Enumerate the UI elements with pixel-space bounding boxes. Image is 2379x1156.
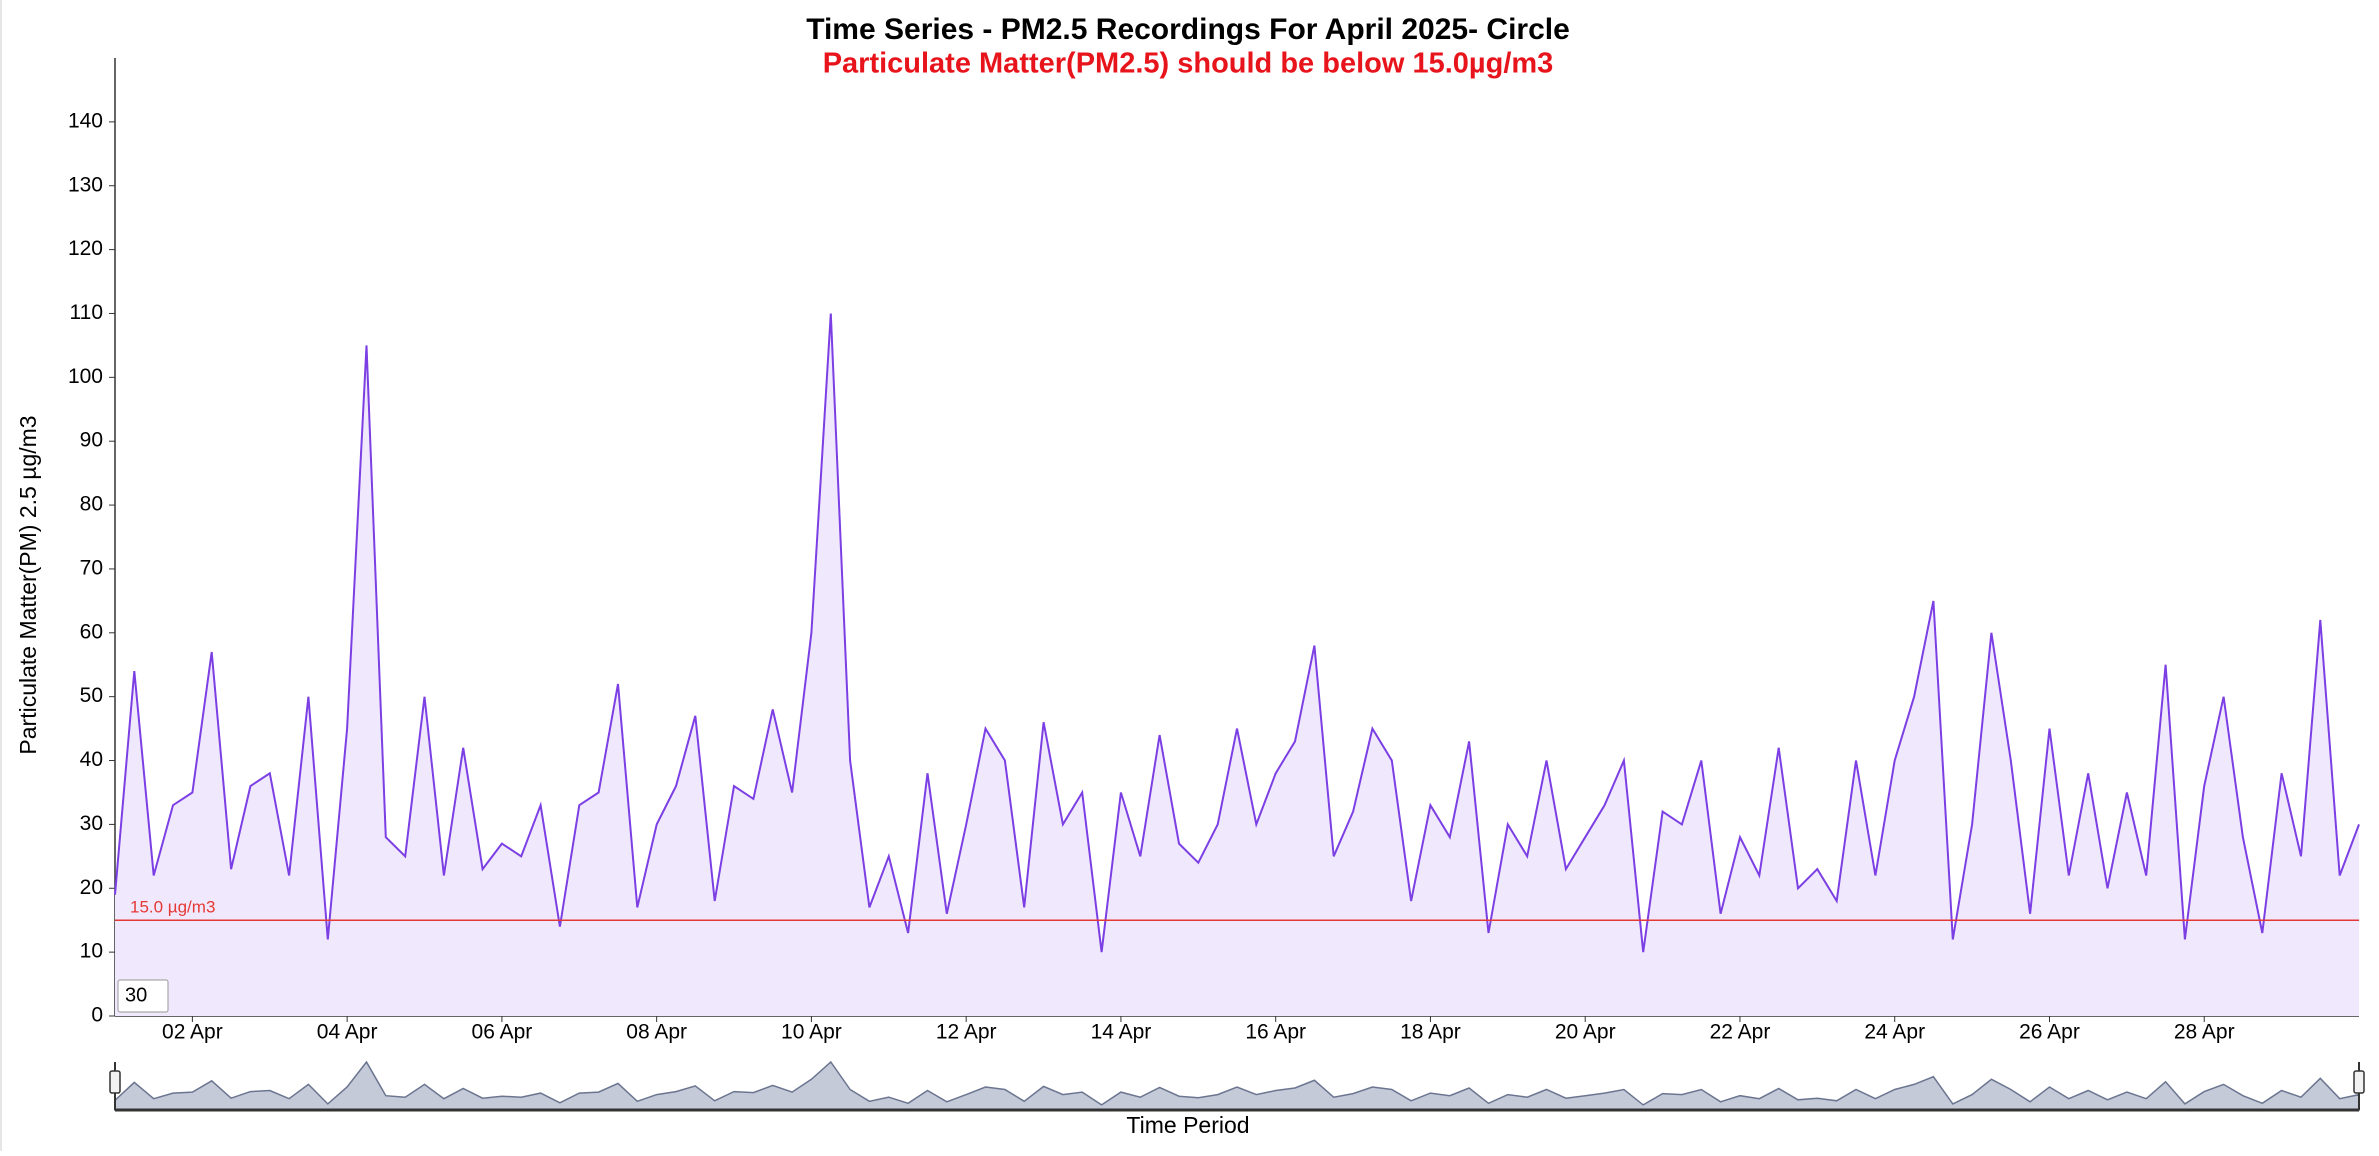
navigator-series	[114, 1060, 2360, 1111]
range-input[interactable]	[117, 979, 169, 1013]
navigator-handle[interactable]	[109, 1070, 121, 1094]
y-tick-label: 0	[91, 1004, 103, 1027]
y-tick-label: 90	[80, 429, 103, 452]
y-tick-label: 40	[80, 748, 103, 771]
y-tick-label: 140	[68, 109, 103, 132]
y-tick-label: 80	[80, 493, 103, 516]
chart-title: Time Series - PM2.5 Recordings For April…	[806, 13, 1570, 46]
x-tick-label: 04 Apr	[317, 1021, 378, 1044]
x-tick-label: 24 Apr	[1864, 1021, 1925, 1044]
x-tick-label: 12 Apr	[936, 1021, 997, 1044]
x-axis-label: Time Period	[1126, 1112, 1249, 1138]
y-tick-label: 120	[68, 237, 103, 260]
y-tick-label: 10	[80, 940, 103, 963]
y-axis-label: Particulate Matter(PM) 2.5 µg/m3	[15, 415, 41, 754]
series-area	[115, 313, 2359, 1016]
x-tick-label: 16 Apr	[1245, 1021, 1306, 1044]
y-tick-label: 60	[80, 620, 103, 643]
y-tick-label: 70	[80, 556, 103, 579]
threshold-label: 15.0 µg/m3	[130, 898, 215, 917]
x-tick-label: 26 Apr	[2019, 1021, 2080, 1044]
x-tick-label: 28 Apr	[2174, 1021, 2235, 1044]
x-tick-label: 20 Apr	[1555, 1021, 1616, 1044]
y-tick-label: 30	[80, 812, 103, 835]
y-tick-label: 20	[80, 876, 103, 899]
y-tick-label: 100	[68, 365, 103, 388]
x-tick-label: 08 Apr	[626, 1021, 687, 1044]
x-tick-label: 06 Apr	[472, 1021, 533, 1044]
x-tick-label: 14 Apr	[1091, 1021, 1152, 1044]
y-tick-label: 110	[70, 301, 103, 324]
range-input-value: 30	[125, 984, 147, 1006]
x-tick-label: 18 Apr	[1400, 1021, 1461, 1044]
y-tick-label: 130	[68, 173, 103, 196]
navigator-handle[interactable]	[2353, 1070, 2365, 1094]
y-tick-label: 50	[80, 684, 103, 707]
x-tick-label: 02 Apr	[162, 1021, 223, 1044]
series-line	[114, 313, 2360, 953]
chart-subtitle: Particulate Matter(PM2.5) should be belo…	[823, 48, 1554, 80]
x-tick-label: 10 Apr	[781, 1021, 842, 1044]
x-tick-label: 22 Apr	[1710, 1021, 1771, 1044]
